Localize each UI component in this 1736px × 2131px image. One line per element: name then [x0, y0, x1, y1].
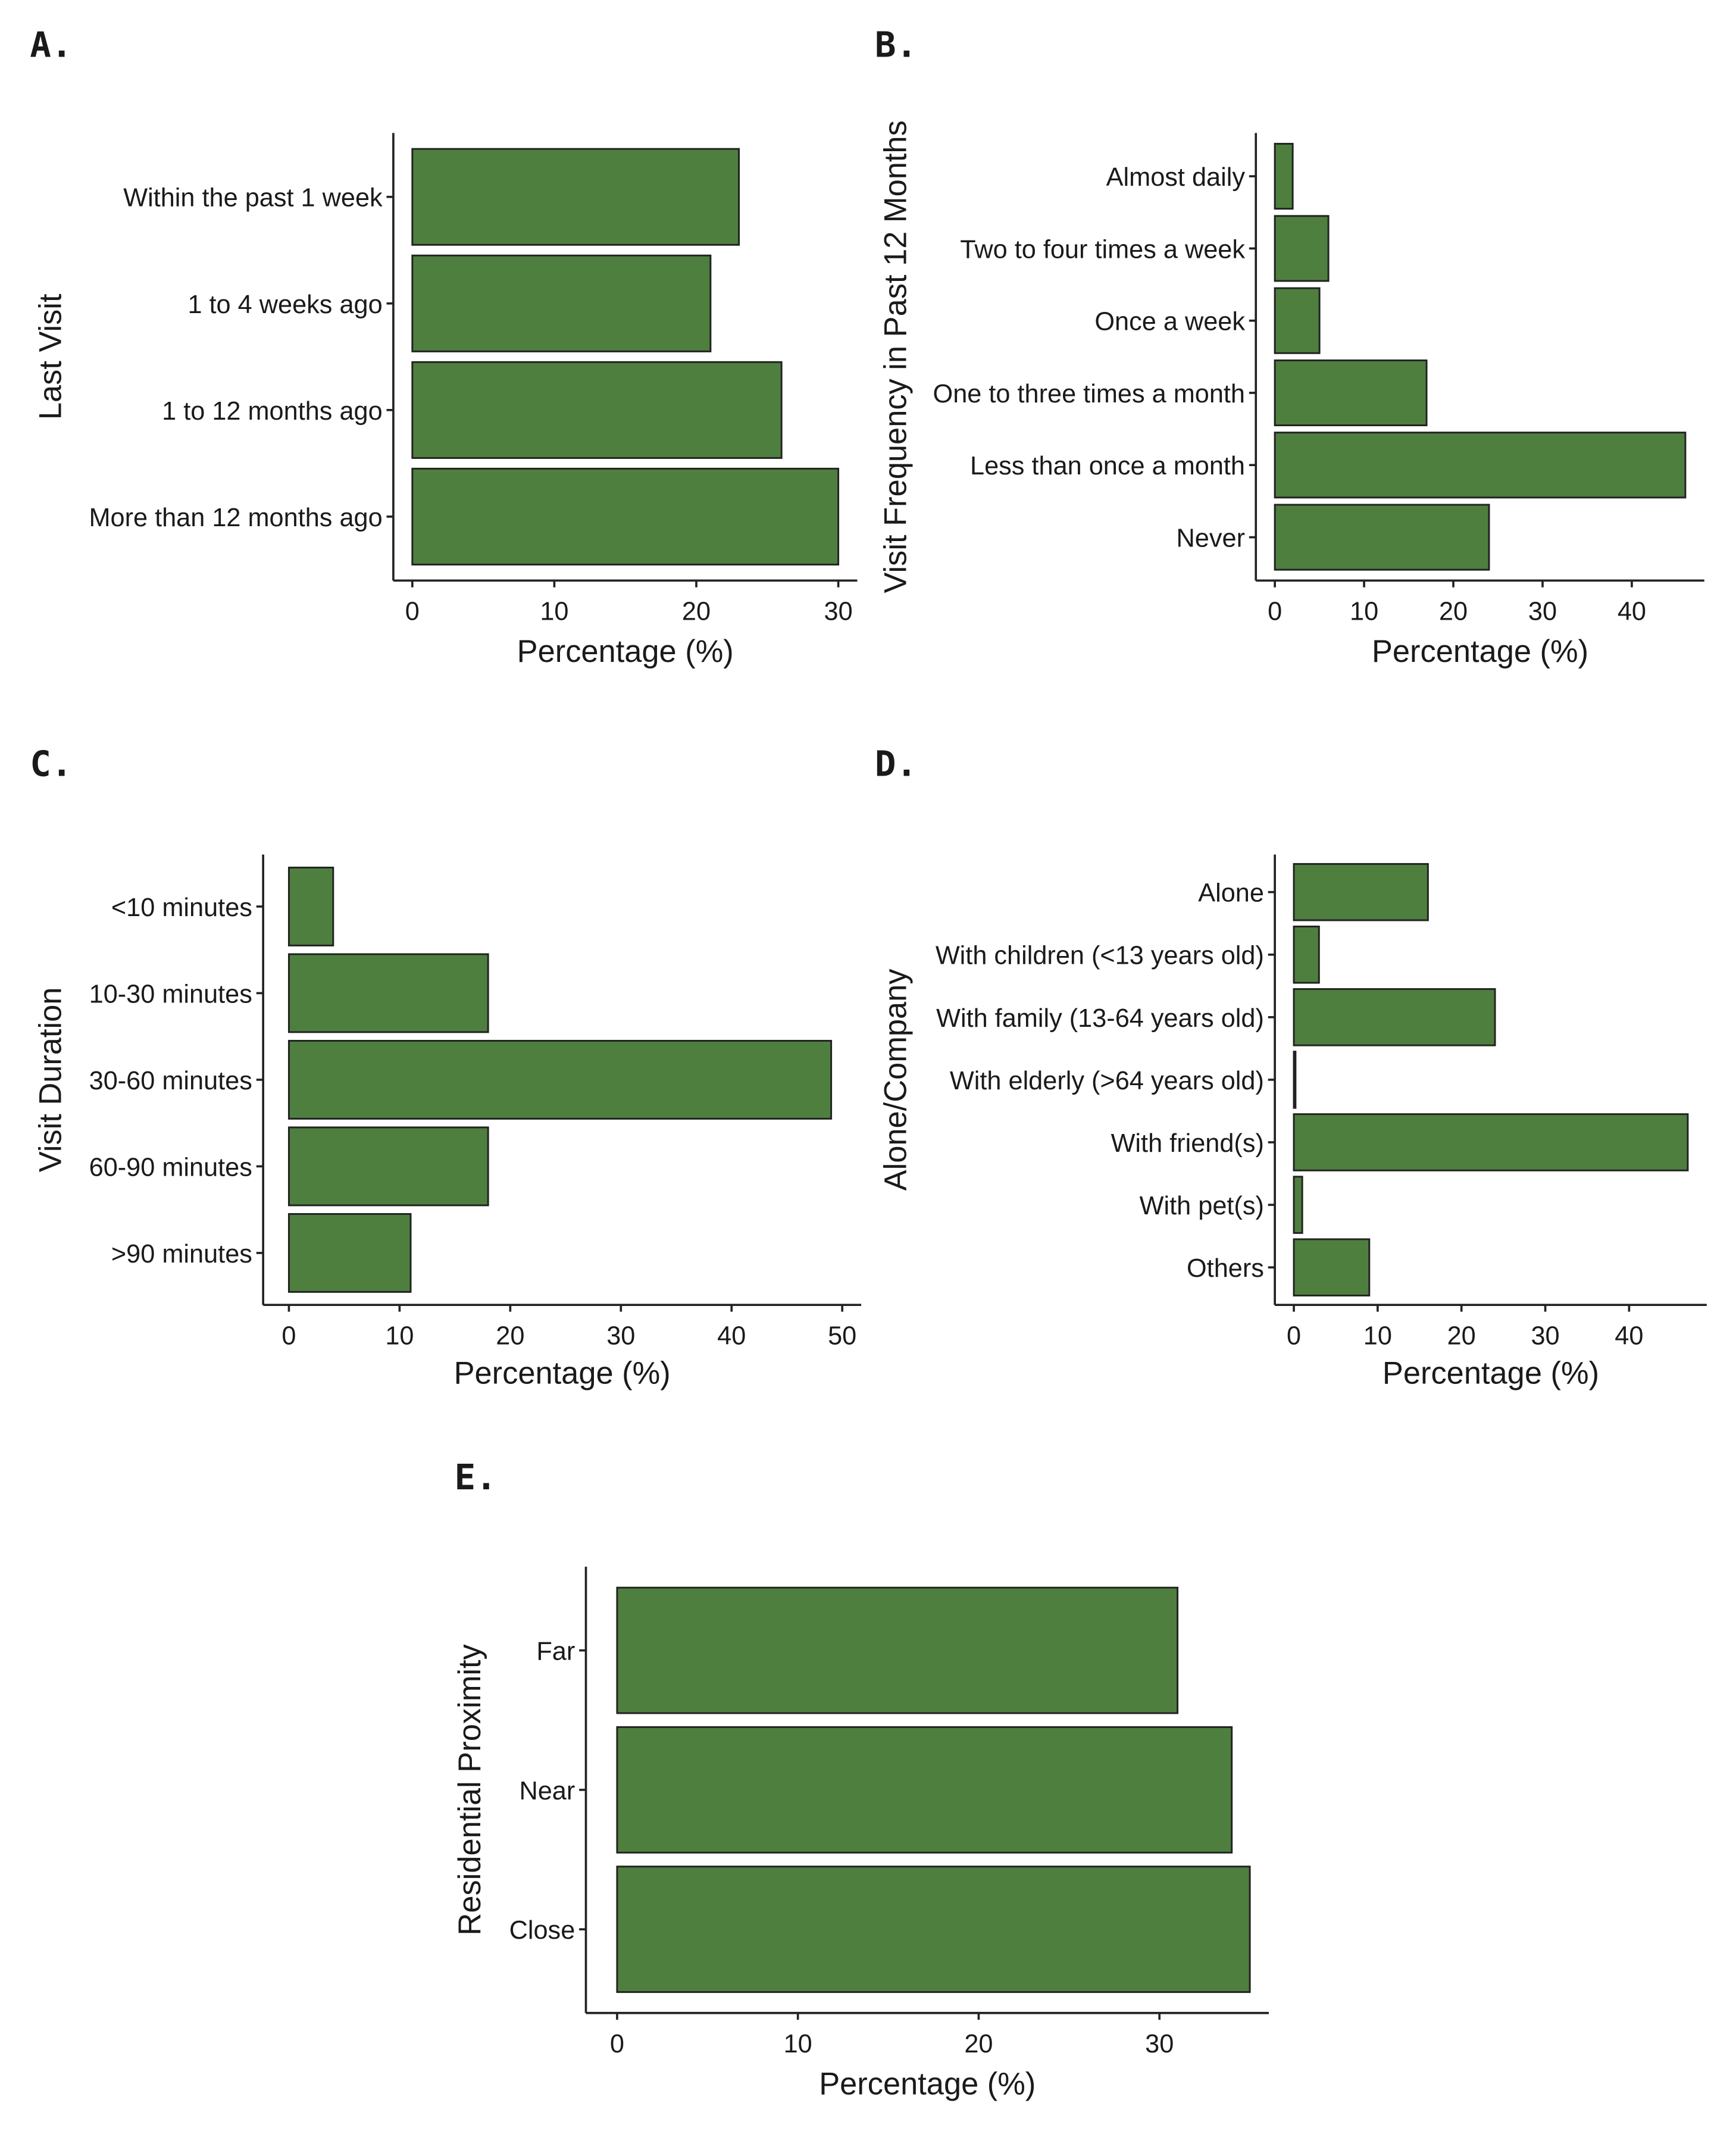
- bar: [411, 361, 783, 459]
- x-tick-label: 40: [1618, 597, 1646, 626]
- x-tick-label: 30: [1528, 597, 1557, 626]
- y-tick-label: Two to four times a week: [960, 235, 1245, 264]
- bar: [411, 148, 740, 246]
- bar: [411, 467, 840, 565]
- y-axis-title: Alone/Company: [878, 968, 913, 1191]
- bar: [1293, 1051, 1297, 1109]
- bar: [411, 254, 712, 352]
- bar: [1274, 359, 1428, 427]
- bar: [616, 1726, 1233, 1854]
- y-tick-label: With pet(s): [1140, 1192, 1264, 1220]
- bar: [1274, 287, 1321, 354]
- y-tick-label: 1 to 12 months ago: [162, 397, 383, 426]
- x-tick-label: 10: [1350, 597, 1378, 626]
- y-tick-label: 1 to 4 weeks ago: [187, 290, 382, 319]
- y-tick-label: >90 minutes: [111, 1240, 252, 1268]
- bar: [287, 1126, 489, 1207]
- bar: [616, 1586, 1179, 1714]
- x-tick-label: 0: [610, 2030, 624, 2058]
- bar: [616, 1866, 1251, 1993]
- x-tick-label: 30: [606, 1321, 635, 1350]
- bar: [1293, 1238, 1371, 1296]
- bar: [1274, 504, 1490, 571]
- x-tick-label: 0: [1287, 1321, 1301, 1350]
- panel-label: B.: [875, 24, 917, 65]
- y-tick-label: With children (<13 years old): [936, 942, 1264, 970]
- bar: [1293, 926, 1320, 984]
- y-tick-label: 60-90 minutes: [89, 1153, 252, 1182]
- x-axis-title: Percentage (%): [1382, 1356, 1599, 1391]
- bar: [287, 1213, 412, 1293]
- x-axis-title: Percentage (%): [517, 635, 734, 669]
- y-axis-title: Visit Duration: [34, 988, 68, 1173]
- x-tick-label: 40: [1615, 1321, 1643, 1350]
- bar: [1274, 215, 1330, 282]
- y-tick-label: More than 12 months ago: [89, 504, 382, 532]
- x-tick-label: 20: [964, 2030, 993, 2058]
- bar: [1293, 863, 1429, 921]
- bar: [1274, 432, 1687, 499]
- bar: [1293, 1176, 1303, 1234]
- x-tick-label: 40: [717, 1321, 746, 1350]
- y-tick-label: Once a week: [1094, 308, 1245, 336]
- x-tick-label: 10: [385, 1321, 414, 1350]
- y-tick-label: Less than once a month: [970, 452, 1245, 480]
- y-tick-label: With elderly (>64 years old): [950, 1067, 1264, 1095]
- y-tick-label: Others: [1187, 1254, 1264, 1283]
- y-tick-label: With family (13-64 years old): [936, 1004, 1264, 1033]
- y-tick-label: One to three times a month: [933, 380, 1245, 408]
- bar: [1293, 988, 1496, 1046]
- y-tick-label: Never: [1177, 524, 1245, 553]
- y-tick-label: Close: [509, 1916, 575, 1945]
- x-tick-label: 10: [1363, 1321, 1392, 1350]
- x-tick-label: 20: [1447, 1321, 1476, 1350]
- x-axis-title: Percentage (%): [819, 2067, 1036, 2101]
- bar: [287, 953, 489, 1033]
- y-tick-label: With friend(s): [1111, 1129, 1264, 1158]
- x-tick-label: 0: [1268, 597, 1282, 626]
- y-axis-title: Visit Frequency in Past 12 Months: [878, 120, 913, 593]
- panel-label: A.: [30, 24, 72, 65]
- bar: [1274, 143, 1294, 210]
- y-tick-label: Near: [519, 1777, 575, 1805]
- bar: [287, 1039, 833, 1120]
- x-axis-title: Percentage (%): [1372, 635, 1588, 669]
- x-tick-label: 10: [540, 597, 568, 626]
- y-tick-label: 10-30 minutes: [89, 980, 252, 1008]
- y-tick-label: Far: [536, 1638, 575, 1666]
- panel-label: D.: [875, 743, 917, 784]
- x-tick-label: 0: [405, 597, 420, 626]
- x-tick-label: 10: [784, 2030, 812, 2058]
- bar: [287, 866, 334, 946]
- panel-label: E.: [454, 1457, 496, 1498]
- y-tick-label: 30-60 minutes: [89, 1067, 252, 1095]
- panel-label: C.: [30, 743, 72, 784]
- x-tick-label: 30: [824, 597, 853, 626]
- y-axis-title: Last Visit: [34, 293, 68, 420]
- y-axis-title: Residential Proximity: [453, 1643, 487, 1935]
- bar: [1293, 1113, 1689, 1171]
- y-tick-label: Alone: [1198, 879, 1264, 908]
- x-tick-label: 30: [1531, 1321, 1559, 1350]
- x-tick-label: 20: [1439, 597, 1468, 626]
- y-tick-label: Almost daily: [1106, 163, 1246, 192]
- x-tick-label: 20: [496, 1321, 524, 1350]
- x-tick-label: 50: [828, 1321, 856, 1350]
- x-axis-title: Percentage (%): [454, 1356, 671, 1391]
- x-tick-label: 30: [1145, 2030, 1174, 2058]
- x-tick-label: 0: [281, 1321, 296, 1350]
- y-tick-label: Within the past 1 week: [123, 184, 383, 213]
- y-tick-label: <10 minutes: [111, 893, 252, 922]
- x-tick-label: 20: [682, 597, 711, 626]
